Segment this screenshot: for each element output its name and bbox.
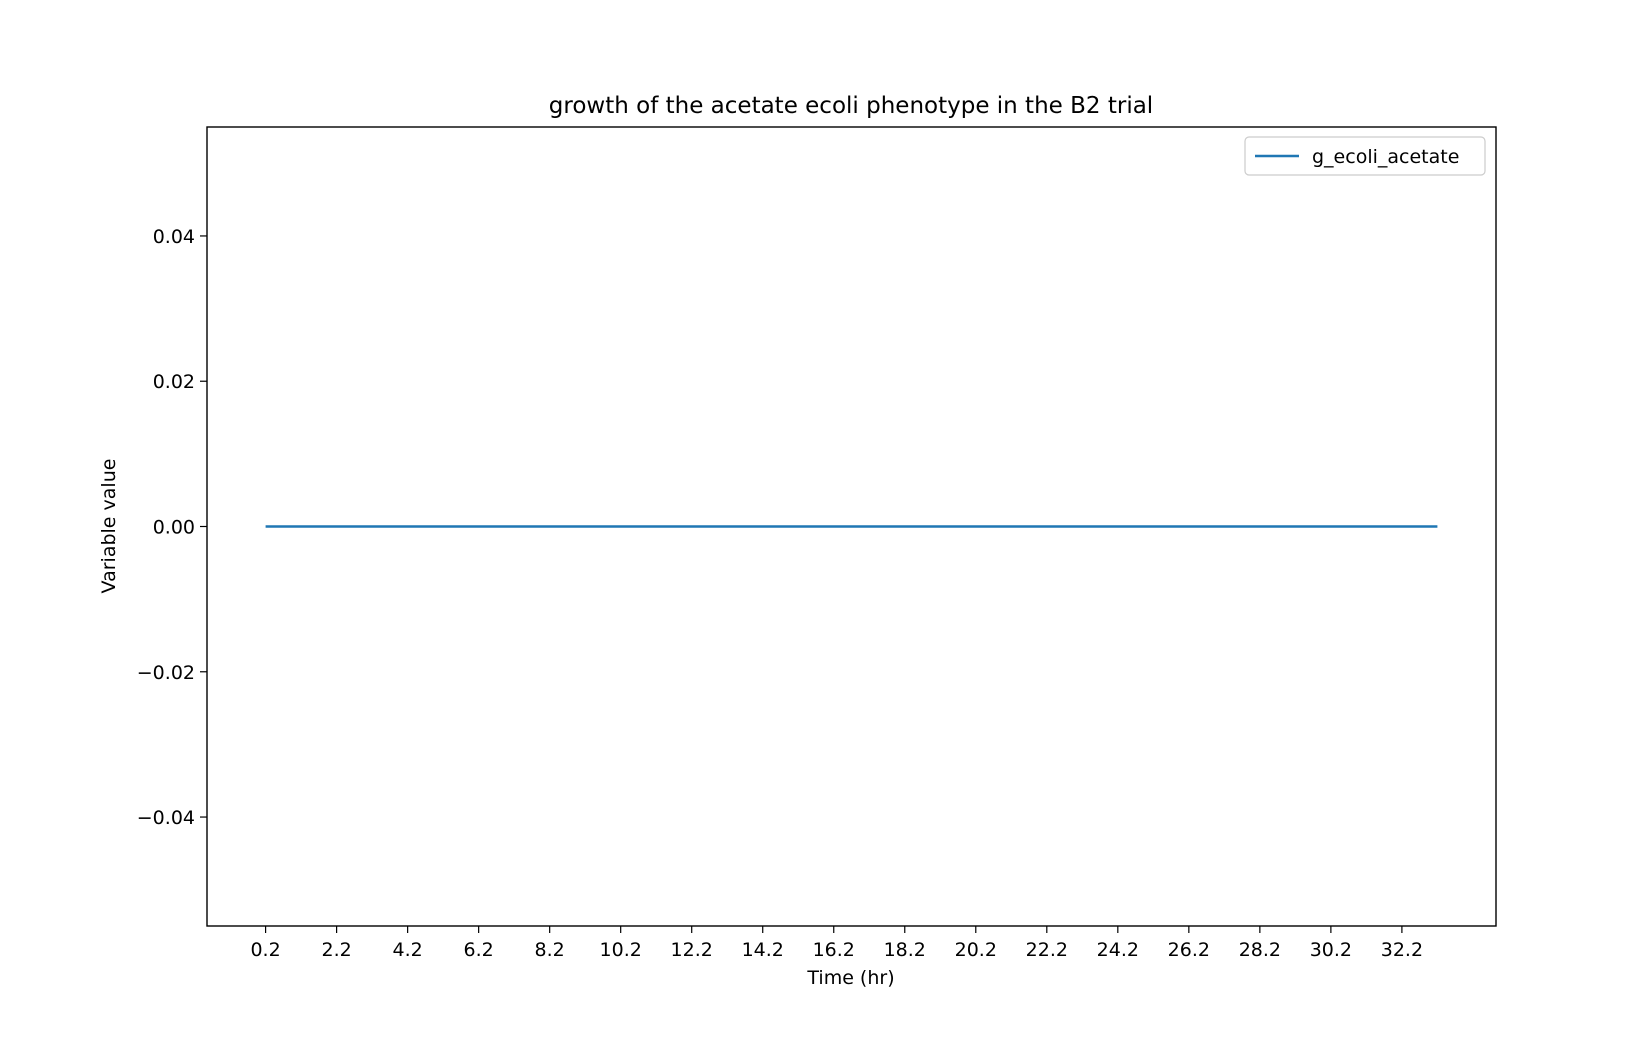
x-tick-label: 24.2 [1097, 939, 1139, 961]
x-tick-label: 20.2 [955, 939, 997, 961]
x-tick-label: 14.2 [742, 939, 784, 961]
y-tick-label: 0.04 [153, 226, 195, 248]
y-axis-label: Variable value [98, 459, 120, 594]
x-tick-label: 16.2 [813, 939, 855, 961]
x-tick-label: 28.2 [1239, 939, 1281, 961]
x-tick-label: 6.2 [464, 939, 494, 961]
x-tick-label: 2.2 [322, 939, 352, 961]
y-tick-label: 0.00 [153, 517, 195, 539]
x-tick-label: 4.2 [393, 939, 423, 961]
y-tick-label: −0.04 [137, 807, 195, 829]
x-tick-label: 10.2 [600, 939, 642, 961]
legend: g_ecoli_acetate [1244, 136, 1486, 176]
x-tick-label: 22.2 [1026, 939, 1068, 961]
plot-area: 0.2 2.2 4.2 6.2 8.2 10.2 12.2 14.2 16.2 18.2 20.2 2… [137, 126, 1497, 961]
x-tick-label: 0.2 [250, 939, 280, 961]
x-axis-label: Time (hr) [806, 967, 894, 989]
x-tick-label: 26.2 [1168, 939, 1210, 961]
legend-frame [1244, 136, 1486, 176]
x-tick-label: 12.2 [671, 939, 713, 961]
x-tick-label: 32.2 [1381, 939, 1423, 961]
legend-entry-label: g_ecoli_acetate [1312, 146, 1459, 168]
chart-title: growth of the acetate ecoli phenotype in… [549, 93, 1153, 119]
x-tick-label: 30.2 [1310, 939, 1352, 961]
x-tick-label: 18.2 [884, 939, 926, 961]
y-tick-label: −0.02 [137, 662, 195, 684]
y-tick-label: 0.02 [153, 371, 195, 393]
axes-frame [206, 126, 1497, 927]
x-tick-label: 8.2 [535, 939, 565, 961]
